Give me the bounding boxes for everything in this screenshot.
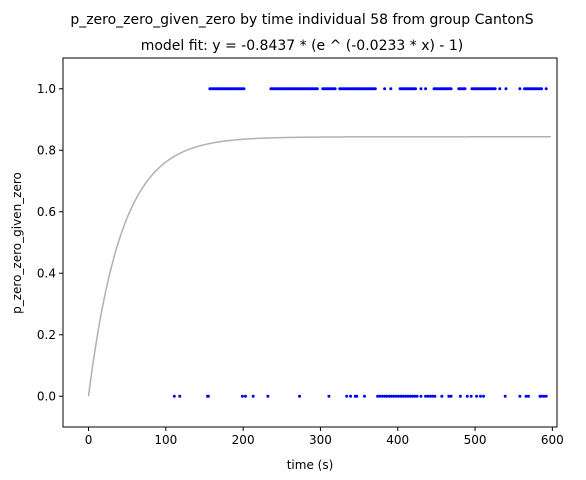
x-tick-label: 200 [232, 433, 255, 447]
data-point [243, 394, 247, 398]
data-point [327, 394, 331, 398]
data-point [414, 87, 418, 91]
data-point [172, 394, 176, 398]
data-point [413, 394, 417, 398]
data-point [251, 394, 255, 398]
data-point [403, 394, 407, 398]
data-point [380, 394, 384, 398]
data-point [399, 394, 403, 398]
data-point [478, 394, 482, 398]
x-axis-label: time (s) [287, 458, 334, 472]
data-point [493, 87, 497, 91]
data-point [333, 87, 337, 91]
data-point [345, 394, 349, 398]
data-point [540, 394, 544, 398]
y-tick-label: 0.4 [37, 266, 56, 280]
data-point [378, 394, 382, 398]
data-point [242, 87, 246, 91]
data-point [465, 394, 469, 398]
data-point [383, 394, 387, 398]
x-tick-label: 0 [85, 433, 93, 447]
data-point [458, 394, 462, 398]
x-tick-label: 500 [464, 433, 487, 447]
data-point [544, 394, 548, 398]
plot-area: 0 100 200 300 400 500 600 0.0 0.2 0.4 0.6 0.8 1.0 [37, 57, 564, 447]
data-point [518, 87, 522, 91]
data-point [424, 87, 428, 91]
data-point [240, 394, 244, 398]
data-point [363, 394, 366, 398]
data-point [447, 394, 451, 398]
data-point [415, 394, 419, 398]
data-point [482, 394, 486, 398]
data-point [298, 394, 302, 398]
data-point [315, 87, 319, 91]
data-point [387, 394, 391, 398]
data-point [498, 87, 502, 91]
data-point [449, 87, 453, 91]
data-point [349, 394, 353, 398]
data-point [469, 394, 473, 398]
data-point [383, 87, 387, 91]
data-point [431, 394, 435, 398]
data-point [475, 394, 479, 398]
y-axis-label: p_zero_zero_given_zero [10, 172, 24, 314]
chart-subtitle: model fit: y = -0.8437 * (e ^ (-0.0233 *… [141, 38, 464, 54]
data-point [518, 394, 522, 398]
model-fit-line [87, 136, 551, 397]
data-point [544, 87, 548, 91]
x-tick-label: 300 [309, 433, 332, 447]
data-point [390, 394, 394, 398]
data-point [178, 394, 182, 398]
data-point [433, 394, 437, 398]
data-point [266, 394, 270, 398]
data-point [397, 394, 401, 398]
y-tick-label: 1.0 [37, 82, 56, 96]
data-point [401, 394, 405, 398]
chart-title: p_zero_zero_given_zero by time individua… [70, 12, 533, 28]
data-point [504, 87, 508, 91]
data-point [410, 394, 414, 398]
y-tick-label: 0.6 [37, 205, 56, 219]
plot-frame [62, 57, 558, 428]
data-point [206, 394, 210, 398]
x-tick-label: 600 [541, 433, 564, 447]
data-point [524, 394, 528, 398]
data-point [355, 394, 359, 398]
data-point [540, 87, 544, 91]
data-point [406, 394, 410, 398]
data-point [394, 394, 398, 398]
data-point [376, 394, 380, 398]
data-point [389, 87, 393, 91]
data-point [408, 394, 412, 398]
data-point [419, 87, 423, 91]
data-point [424, 394, 428, 398]
x-tick-label: 400 [386, 433, 409, 447]
data-point [373, 87, 377, 91]
y-tick-label: 0.8 [37, 143, 56, 157]
data-point [542, 394, 546, 398]
data-point [392, 394, 396, 398]
data-point [419, 394, 423, 398]
x-tick-label: 100 [154, 433, 177, 447]
data-point [426, 394, 430, 398]
y-tick-label: 0.0 [37, 389, 56, 403]
y-tick-label: 0.2 [37, 328, 56, 342]
data-point [428, 394, 432, 398]
data-point [463, 87, 467, 91]
data-point [503, 394, 507, 398]
data-point [440, 394, 444, 398]
data-point [449, 394, 453, 398]
data-point [526, 394, 530, 398]
data-point [385, 394, 389, 398]
